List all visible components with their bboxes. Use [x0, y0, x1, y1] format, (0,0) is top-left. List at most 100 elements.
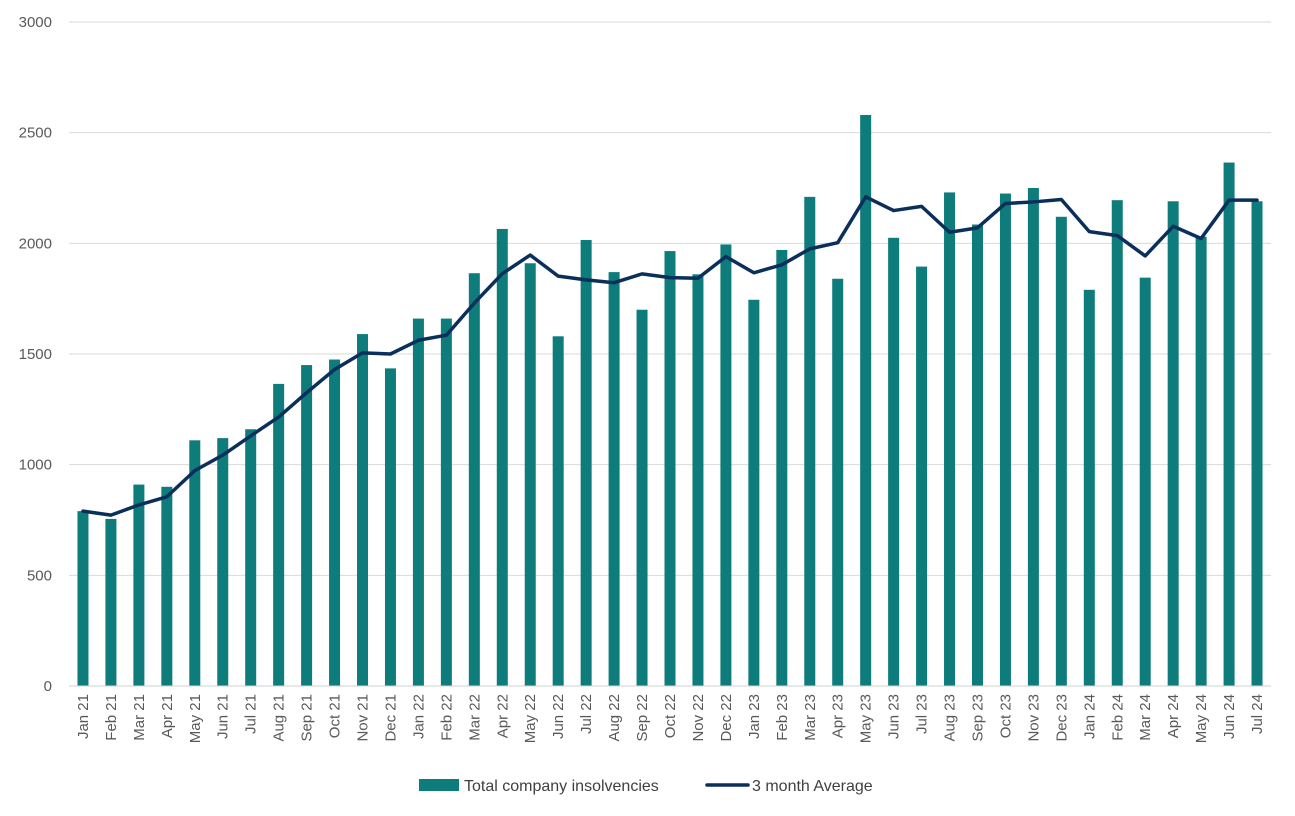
bar [440, 318, 452, 686]
bar [804, 196, 816, 686]
x-tick-label: May 22 [522, 694, 539, 743]
x-tick-label: Dec 23 [1053, 694, 1070, 742]
bar [217, 438, 229, 686]
x-tick-label: Aug 23 [942, 694, 959, 742]
bar [273, 383, 285, 686]
bar [105, 518, 117, 686]
x-tick-label: Jan 21 [75, 694, 92, 739]
y-axis: 0 500 1000 1500 2000 2500 3000 [19, 14, 52, 695]
x-tick-label: Jan 23 [746, 694, 763, 739]
y-tick-label: 500 [27, 567, 52, 584]
x-tick-label: Oct 23 [997, 694, 1014, 738]
x-tick-label: Sep 21 [299, 694, 316, 742]
bar [357, 334, 369, 686]
bar [496, 228, 508, 687]
bar [412, 318, 424, 686]
y-tick-label: 0 [44, 678, 52, 695]
legend-label-3-month-average: 3 month Average [752, 778, 873, 795]
bar [189, 440, 201, 686]
x-tick-label: Dec 22 [718, 694, 735, 742]
bar [301, 365, 313, 686]
x-tick-label: Sep 22 [634, 694, 651, 742]
x-tick-label: Jul 23 [914, 694, 931, 734]
x-tick-label: Mar 23 [802, 694, 819, 741]
x-tick-label: Aug 21 [271, 694, 288, 742]
bar [999, 193, 1011, 687]
x-tick-label: Nov 21 [355, 694, 372, 742]
bar [1055, 216, 1067, 687]
x-tick-label: Apr 21 [159, 694, 176, 738]
bar [1111, 200, 1123, 686]
bar [664, 251, 676, 686]
bar [245, 429, 257, 686]
bar [636, 309, 648, 686]
bar [329, 359, 341, 686]
line-series-3-month-average [81, 195, 1259, 517]
bar-series-total-company-insolvencies [77, 114, 1263, 687]
x-tick-label: Feb 23 [774, 694, 791, 741]
bar [692, 274, 704, 686]
x-tick-label: Jul 22 [578, 694, 595, 734]
legend: Total company insolvencies 3 month Avera… [419, 778, 873, 795]
y-tick-label: 1500 [19, 346, 52, 363]
bar [860, 114, 872, 686]
bar [1251, 201, 1263, 686]
x-tick-label: May 23 [858, 694, 875, 743]
bar [608, 272, 620, 686]
legend-swatch-total-company-insolvencies [419, 779, 459, 791]
bar [1027, 188, 1039, 686]
x-tick-label: Aug 22 [606, 694, 623, 742]
x-tick-label: Jun 22 [550, 694, 567, 739]
y-tick-label: 1000 [19, 457, 52, 474]
y-tick-label: 3000 [19, 14, 52, 31]
x-tick-label: Jan 22 [410, 694, 427, 739]
y-tick-label: 2500 [19, 125, 52, 142]
x-axis: Jan 21 Feb 21 Mar 21 Apr 21 May 21 Jun 21 Jul … [75, 694, 1266, 743]
x-tick-label: Dec 21 [382, 694, 399, 742]
bar [552, 336, 564, 686]
x-tick-label: Apr 23 [830, 694, 847, 738]
x-tick-label: Oct 21 [327, 694, 344, 738]
bar [77, 511, 89, 686]
x-tick-label: Apr 24 [1165, 694, 1182, 738]
bar [888, 237, 900, 687]
x-tick-label: May 24 [1193, 694, 1210, 743]
x-tick-label: Feb 22 [438, 694, 455, 741]
bar [133, 484, 145, 686]
bar [1139, 277, 1151, 686]
bar [971, 224, 983, 686]
x-tick-label: Jun 24 [1221, 694, 1238, 739]
bar [580, 240, 592, 686]
x-tick-label: May 21 [187, 694, 204, 743]
bar [1195, 236, 1207, 686]
x-tick-label: Nov 22 [690, 694, 707, 742]
bar [832, 278, 844, 686]
bar [468, 273, 480, 686]
x-tick-label: Jul 21 [243, 694, 260, 734]
x-tick-label: Oct 22 [662, 694, 679, 738]
bar [1083, 289, 1095, 686]
legend-label-total-company-insolvencies: Total company insolvencies [464, 778, 659, 795]
x-tick-label: Mar 24 [1137, 694, 1154, 741]
bar [776, 249, 788, 686]
bar [1223, 162, 1235, 687]
x-tick-label: Feb 21 [103, 694, 120, 741]
x-tick-label: Jan 24 [1081, 694, 1098, 739]
x-tick-label: Jun 23 [886, 694, 903, 739]
y-tick-label: 2000 [19, 235, 52, 252]
bar [524, 263, 536, 686]
bar [720, 244, 732, 686]
x-tick-label: Mar 21 [131, 694, 148, 741]
x-tick-label: Mar 22 [466, 694, 483, 741]
bar [944, 192, 956, 686]
bar [916, 266, 928, 686]
bar [384, 368, 396, 686]
bar [1167, 201, 1179, 686]
bar [161, 486, 173, 686]
x-tick-label: Jul 24 [1249, 694, 1266, 734]
x-tick-label: Feb 24 [1109, 694, 1126, 741]
x-tick-label: Apr 22 [494, 694, 511, 738]
x-tick-label: Jun 21 [215, 694, 232, 739]
bar [748, 299, 760, 686]
